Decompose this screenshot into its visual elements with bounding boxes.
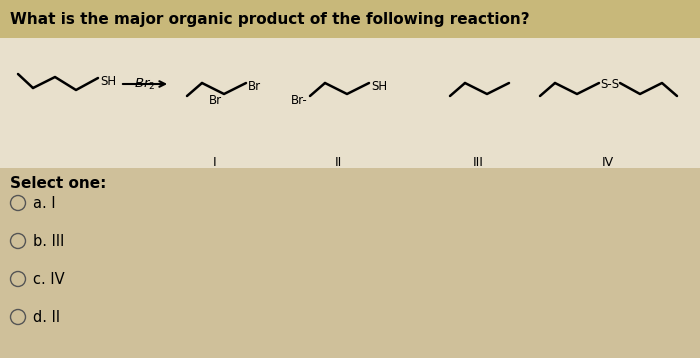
Text: III: III	[473, 155, 484, 169]
Text: Br: Br	[209, 94, 222, 107]
Text: Br: Br	[248, 80, 261, 93]
FancyBboxPatch shape	[0, 38, 700, 168]
FancyBboxPatch shape	[0, 0, 700, 38]
Text: Br-: Br-	[291, 94, 308, 107]
Text: d. II: d. II	[33, 310, 60, 324]
Text: I: I	[214, 155, 217, 169]
Text: a. I: a. I	[33, 195, 55, 211]
Text: Br$_2$: Br$_2$	[134, 77, 156, 92]
Text: b. III: b. III	[33, 233, 64, 248]
Text: c. IV: c. IV	[33, 271, 64, 286]
Text: SH: SH	[371, 80, 387, 93]
Text: S-S: S-S	[600, 77, 619, 91]
Text: II: II	[335, 155, 342, 169]
Text: What is the major organic product of the following reaction?: What is the major organic product of the…	[10, 11, 530, 26]
Text: Select one:: Select one:	[10, 176, 106, 191]
Text: IV: IV	[602, 155, 614, 169]
Text: SH: SH	[100, 75, 116, 88]
